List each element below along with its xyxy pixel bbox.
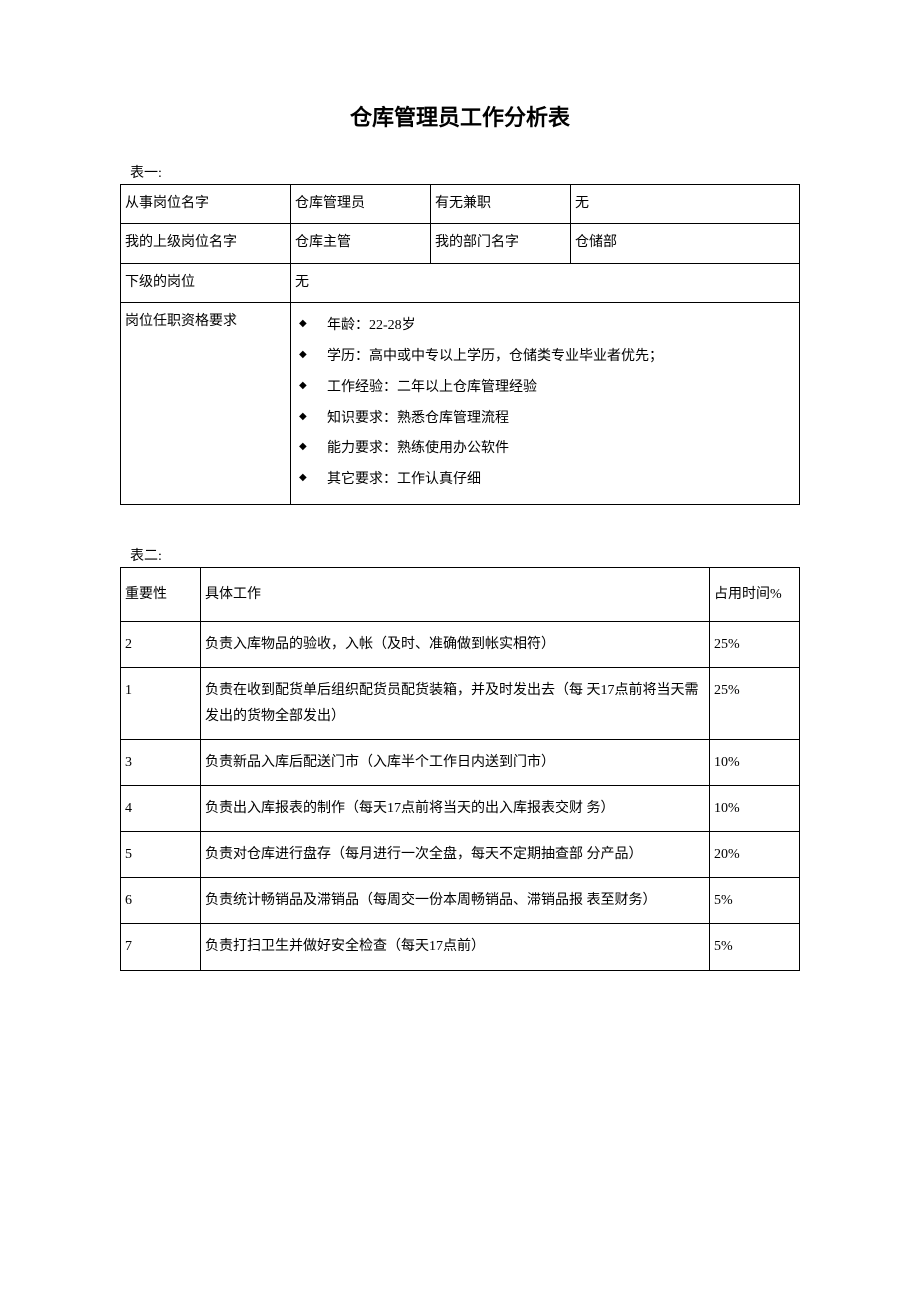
cell-subordinate-value: 无 — [291, 263, 800, 302]
cell-subordinate-label: 下级的岗位 — [121, 263, 291, 302]
cell-task: 负责在收到配货单后组织配货员配货装箱，并及时发出去（每 天17点前将当天需发出的… — [201, 668, 710, 739]
cell-task: 负责打扫卫生并做好安全检查（每天17点前） — [201, 924, 710, 970]
cell-importance: 4 — [121, 785, 201, 831]
cell-time: 10% — [710, 739, 800, 785]
requirements-list: 年龄：22-28岁 学历：高中或中专以上学历，仓储类专业毕业者优先； 工作经验：… — [295, 311, 795, 496]
cell-supervisor-value: 仓库主管 — [291, 224, 431, 263]
table1-label: 表一: — [130, 162, 800, 182]
cell-importance: 1 — [121, 668, 201, 739]
cell-time: 5% — [710, 924, 800, 970]
cell-importance: 6 — [121, 878, 201, 924]
table-row: 3 负责新品入库后配送门市（入库半个工作日内送到门市） 10% — [121, 739, 800, 785]
table-row: 7 负责打扫卫生并做好安全检查（每天17点前） 5% — [121, 924, 800, 970]
table-row: 2 负责入库物品的验收，入帐（及时、准确做到帐实相符） 25% — [121, 622, 800, 668]
table-row: 5 负责对仓库进行盘存（每月进行一次全盘，每天不定期抽查部 分产品） 20% — [121, 832, 800, 878]
cell-qualifications-label: 岗位任职资格要求 — [121, 303, 291, 505]
cell-importance: 7 — [121, 924, 201, 970]
document-title: 仓库管理员工作分析表 — [120, 100, 800, 132]
table-row: 1 负责在收到配货单后组织配货员配货装箱，并及时发出去（每 天17点前将当天需发… — [121, 668, 800, 739]
header-time: 占用时间% — [710, 567, 800, 621]
cell-time: 10% — [710, 785, 800, 831]
cell-department-label: 我的部门名字 — [431, 224, 571, 263]
cell-task: 负责出入库报表的制作（每天17点前将当天的出入库报表交财 务） — [201, 785, 710, 831]
list-item: 工作经验：二年以上仓库管理经验 — [299, 373, 795, 404]
cell-task: 负责对仓库进行盘存（每月进行一次全盘，每天不定期抽查部 分产品） — [201, 832, 710, 878]
cell-supervisor-label: 我的上级岗位名字 — [121, 224, 291, 263]
list-item: 学历：高中或中专以上学历，仓储类专业毕业者优先； — [299, 342, 795, 373]
table-row: 岗位任职资格要求 年龄：22-28岁 学历：高中或中专以上学历，仓储类专业毕业者… — [121, 303, 800, 505]
table-row: 6 负责统计畅销品及滞销品（每周交一份本周畅销品、滞销品报 表至财务） 5% — [121, 878, 800, 924]
cell-position-label: 从事岗位名字 — [121, 185, 291, 224]
table-row: 从事岗位名字 仓库管理员 有无兼职 无 — [121, 185, 800, 224]
cell-parttime-label: 有无兼职 — [431, 185, 571, 224]
cell-position-value: 仓库管理员 — [291, 185, 431, 224]
cell-importance: 2 — [121, 622, 201, 668]
table-row: 我的上级岗位名字 仓库主管 我的部门名字 仓储部 — [121, 224, 800, 263]
header-importance: 重要性 — [121, 567, 201, 621]
table-row: 4 负责出入库报表的制作（每天17点前将当天的出入库报表交财 务） 10% — [121, 785, 800, 831]
cell-time: 20% — [710, 832, 800, 878]
list-item: 能力要求：熟练使用办公软件 — [299, 434, 795, 465]
cell-department-value: 仓储部 — [571, 224, 800, 263]
table-row: 下级的岗位 无 — [121, 263, 800, 302]
cell-importance: 3 — [121, 739, 201, 785]
cell-time: 25% — [710, 622, 800, 668]
list-item: 其它要求：工作认真仔细 — [299, 465, 795, 496]
table-one: 从事岗位名字 仓库管理员 有无兼职 无 我的上级岗位名字 仓库主管 我的部门名字… — [120, 184, 800, 505]
cell-parttime-value: 无 — [571, 185, 800, 224]
header-task: 具体工作 — [201, 567, 710, 621]
table2-label: 表二: — [130, 545, 800, 565]
table-header-row: 重要性 具体工作 占用时间% — [121, 567, 800, 621]
cell-time: 25% — [710, 668, 800, 739]
cell-task: 负责新品入库后配送门市（入库半个工作日内送到门市） — [201, 739, 710, 785]
cell-task: 负责统计畅销品及滞销品（每周交一份本周畅销品、滞销品报 表至财务） — [201, 878, 710, 924]
list-item: 年龄：22-28岁 — [299, 311, 795, 342]
cell-qualifications-list: 年龄：22-28岁 学历：高中或中专以上学历，仓储类专业毕业者优先； 工作经验：… — [291, 303, 800, 505]
table-two: 重要性 具体工作 占用时间% 2 负责入库物品的验收，入帐（及时、准确做到帐实相… — [120, 567, 800, 971]
cell-time: 5% — [710, 878, 800, 924]
cell-importance: 5 — [121, 832, 201, 878]
list-item: 知识要求：熟悉仓库管理流程 — [299, 404, 795, 435]
cell-task: 负责入库物品的验收，入帐（及时、准确做到帐实相符） — [201, 622, 710, 668]
